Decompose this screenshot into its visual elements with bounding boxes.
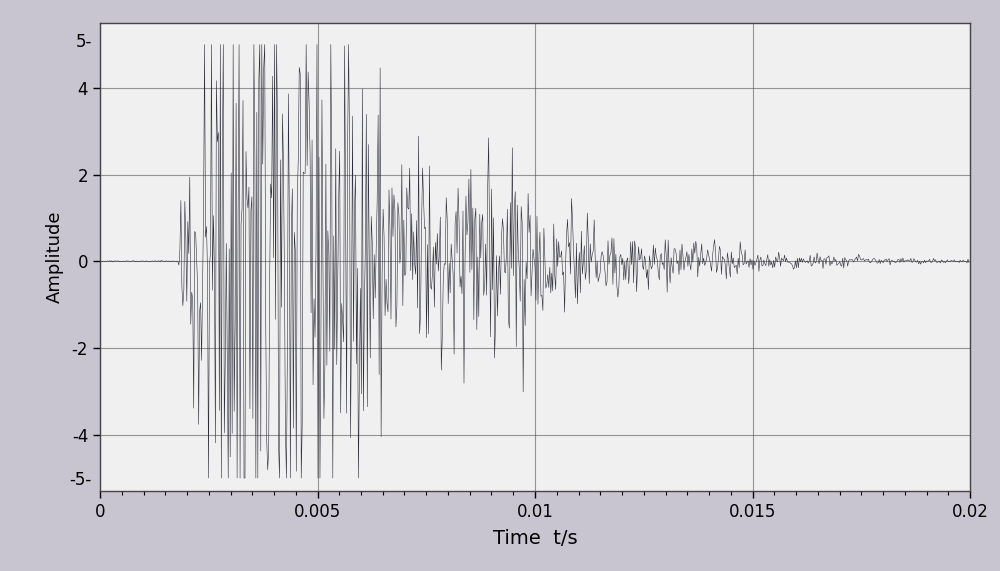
X-axis label: Time  t/s: Time t/s (493, 529, 577, 548)
Text: -5-: -5- (69, 471, 92, 489)
Text: 5-: 5- (75, 33, 92, 51)
Y-axis label: Amplitude: Amplitude (45, 211, 63, 303)
